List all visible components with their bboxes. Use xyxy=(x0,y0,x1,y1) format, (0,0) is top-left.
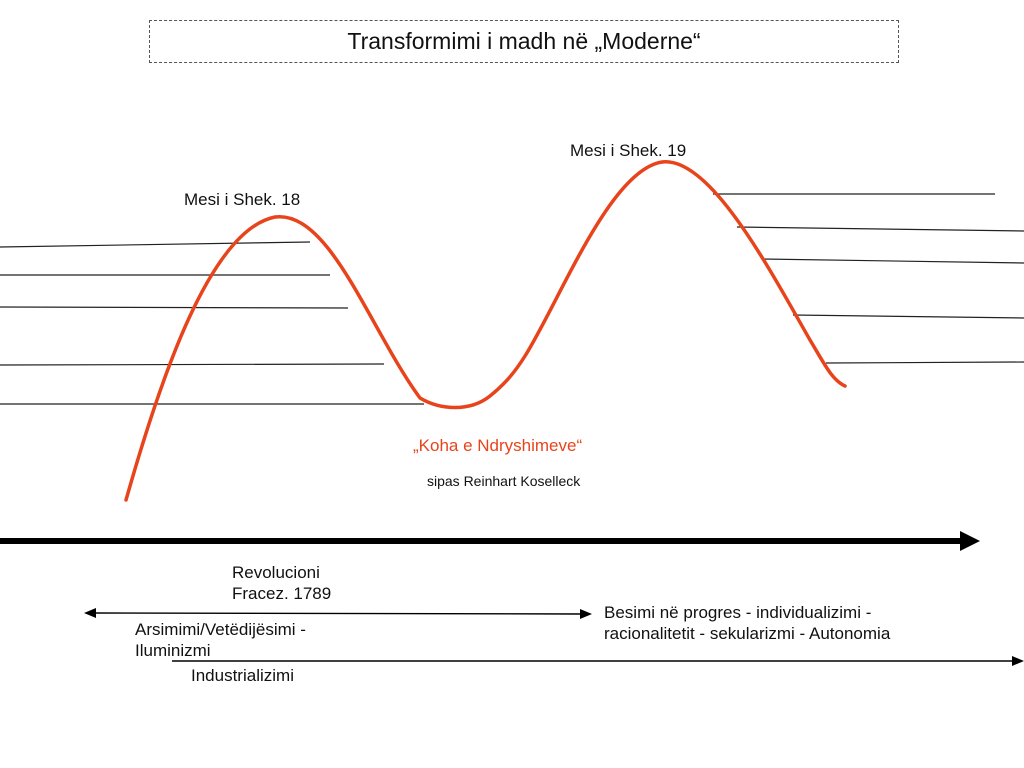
page-title: Transformimi i madh në „Moderne“ xyxy=(347,28,701,54)
enlightenment-double-arrow-line xyxy=(91,612,585,615)
enlightenment-label-line1: Arsimimi/Vetëdijësimi - xyxy=(135,620,306,639)
double-arrow-left-head xyxy=(84,608,96,618)
center-subtitle: sipas Reinhart Koselleck xyxy=(427,473,581,489)
enlightenment-label-line2: Iluminizmi xyxy=(135,641,211,660)
title-box: Transformimi i madh në „Moderne“ xyxy=(149,20,899,63)
right-horizontal-lines xyxy=(713,193,1024,364)
left-horizontal-lines xyxy=(0,241,424,405)
left-line-1 xyxy=(0,241,311,248)
peak-label-right: Mesi i Shek. 19 xyxy=(570,141,687,160)
progress-label: Besimi në progres - individualizimi - ra… xyxy=(604,602,890,644)
right-line-2 xyxy=(736,226,1024,232)
industrialization-label: Industrializimi xyxy=(191,666,294,685)
industrialization-arrowhead xyxy=(1012,656,1024,666)
left-line-4 xyxy=(0,363,385,366)
left-line-3 xyxy=(0,306,349,309)
progress-label-line1: Besimi në progres - individualizimi - xyxy=(604,603,872,622)
right-line-4 xyxy=(792,314,1024,319)
revolution-label-line2: Fracez. 1789 xyxy=(232,584,332,603)
revolution-label-line1: Revolucioni xyxy=(232,563,320,582)
double-arrow-right-head xyxy=(580,609,592,619)
center-title: „Koha e Ndryshimeve“ xyxy=(413,436,583,455)
peak-label-left: Mesi i Shek. 18 xyxy=(184,190,301,209)
main-timeline-arrowhead xyxy=(960,531,980,551)
change-curve xyxy=(124,160,847,502)
right-line-3 xyxy=(761,258,1024,264)
enlightenment-label: Arsimimi/Vetëdijësimi - Iluminizmi xyxy=(135,619,306,661)
revolution-label: Revolucioni Fracez. 1789 xyxy=(232,562,331,604)
progress-label-line2: racionalitetit - sekularizmi - Autonomia xyxy=(604,624,891,643)
right-line-5 xyxy=(825,361,1024,364)
